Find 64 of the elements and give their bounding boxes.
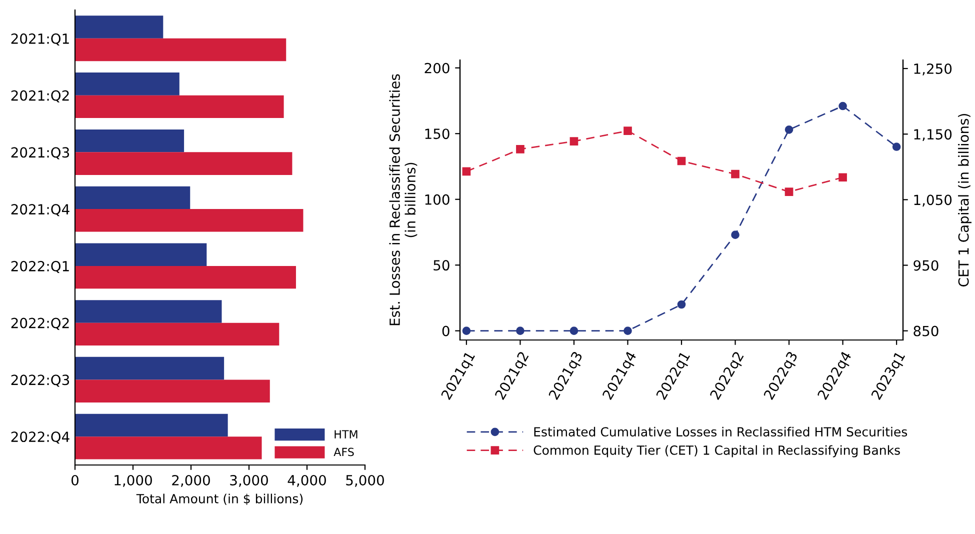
y-axis-title: Est. Losses in Reclassified Securities (in billions) — [389, 74, 418, 326]
y-tick-label: 2022:Q3 — [11, 374, 70, 387]
point — [784, 188, 794, 196]
point — [516, 326, 524, 335]
point — [731, 230, 740, 240]
bar — [75, 186, 190, 210]
x-axis-title: Total Amount (in $ billions) — [136, 494, 303, 506]
y2-tick-label: 1,150 — [914, 129, 952, 141]
y-tick-label: 2021:Q3 — [11, 147, 70, 160]
legend-label: HTM — [334, 430, 358, 438]
point — [462, 326, 471, 335]
y-tick-label: 2021:Q1 — [11, 33, 69, 46]
bar — [75, 152, 292, 175]
y2-tick-label: 950 — [914, 260, 938, 271]
point — [784, 126, 794, 134]
y-tick-label: 150 — [425, 128, 450, 140]
y2-tick-label: 1,050 — [914, 194, 952, 207]
bar — [75, 266, 296, 289]
point — [516, 145, 524, 154]
x-tick-label: 2,000 — [172, 474, 210, 487]
legend-label: AFS — [334, 448, 354, 456]
y-tick-label: 0 — [442, 326, 450, 336]
y-tick-label: 2021:Q2 — [11, 90, 69, 102]
bar — [75, 72, 180, 96]
point — [570, 326, 578, 335]
x-tick-label: 5,000 — [346, 474, 384, 487]
y-tick-label: 200 — [424, 62, 450, 74]
legend-label: Common Equity Tier (CET) 1 Capital in Reclassifying Banks — [534, 445, 900, 458]
x-tick-label: 4,000 — [288, 474, 326, 487]
point — [731, 170, 740, 178]
point — [677, 300, 686, 309]
legend-label: Estimated Cumulative Losses in Reclassified HTM Securities — [534, 426, 908, 437]
bar — [75, 380, 270, 402]
bar — [75, 300, 222, 323]
y2-tick-label: 850 — [914, 326, 938, 336]
bar — [75, 243, 207, 266]
point — [677, 156, 686, 166]
y-tick-label: 2021:Q4 — [11, 204, 70, 216]
bar — [75, 436, 262, 460]
point — [624, 126, 632, 135]
y-tick-label: 50 — [434, 260, 450, 271]
y-tick-label: 2022:Q2 — [11, 318, 69, 330]
y2-axis-title: CET 1 Capital (in billions) — [958, 114, 972, 286]
point — [892, 142, 901, 151]
point — [624, 326, 632, 335]
point — [462, 167, 471, 176]
bar — [75, 16, 164, 38]
y-tick-label: 2022:Q1 — [11, 260, 69, 274]
point — [570, 137, 578, 146]
y-tick-label: 100 — [425, 194, 450, 205]
y2-tick-label: 1,250 — [914, 63, 952, 76]
bar — [75, 38, 286, 62]
bar — [75, 414, 228, 437]
x-tick-label: 3,000 — [230, 474, 268, 487]
x-tick-label: 0 — [71, 474, 78, 486]
bar — [75, 95, 284, 118]
y-tick-label: 2022:Q4 — [11, 432, 70, 444]
bar — [75, 209, 304, 232]
point — [838, 173, 847, 182]
bar — [75, 322, 280, 346]
bar — [75, 356, 224, 380]
point — [838, 102, 847, 110]
bar — [75, 129, 184, 152]
x-tick-label: 1,000 — [114, 474, 152, 487]
